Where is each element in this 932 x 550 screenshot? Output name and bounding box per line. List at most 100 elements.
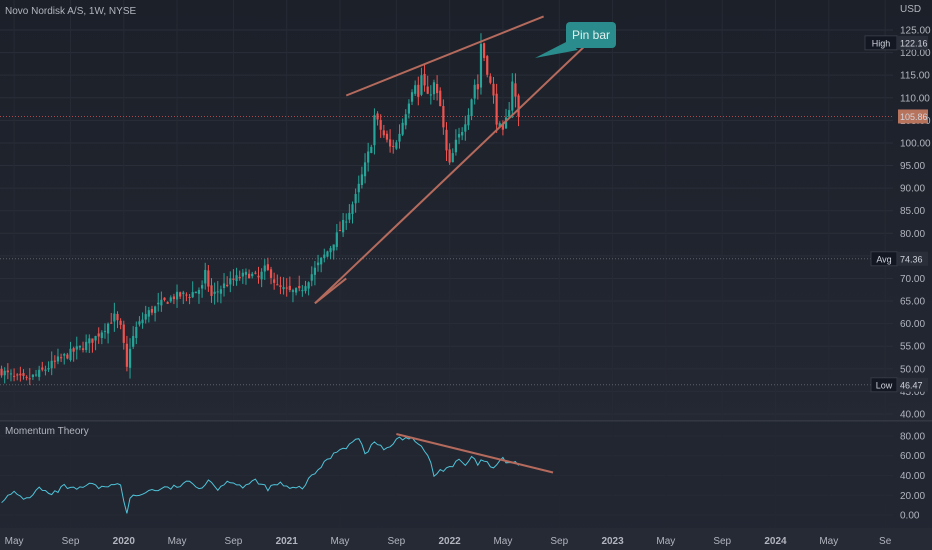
candle <box>508 102 511 118</box>
candle <box>160 291 163 312</box>
candle-body <box>363 162 367 177</box>
candle <box>354 188 357 213</box>
candle-body <box>436 83 439 94</box>
candle-body <box>41 367 44 370</box>
candle-body <box>398 133 401 142</box>
candle <box>285 278 288 297</box>
candle-body <box>379 120 382 130</box>
candle <box>53 355 56 369</box>
trendline <box>314 277 347 305</box>
last-price-badge-value: 105.86 <box>900 112 928 122</box>
candle-body <box>141 319 144 324</box>
candle-body <box>69 348 72 360</box>
price-tick-label: 95.00 <box>900 161 925 172</box>
candle <box>332 244 335 260</box>
candle <box>486 54 489 78</box>
candle-body <box>451 153 454 163</box>
candle-body <box>16 374 19 376</box>
momentum-line <box>1 436 519 514</box>
candle-body <box>44 369 47 371</box>
candle-body <box>445 129 448 151</box>
candle <box>385 130 389 143</box>
candle-body <box>119 320 122 325</box>
candle-body <box>316 262 320 266</box>
candle-body <box>138 321 141 325</box>
candle <box>313 261 316 286</box>
candle-body <box>517 95 520 117</box>
candle <box>479 33 483 95</box>
candle-body <box>172 296 175 300</box>
candle <box>244 268 248 285</box>
candle-body <box>439 90 442 107</box>
candle-body <box>276 284 279 286</box>
candle-body <box>6 370 9 373</box>
candle <box>320 257 323 273</box>
indicator-tick-label: 40.00 <box>900 471 925 482</box>
candle-body <box>467 114 470 126</box>
candle <box>483 42 486 62</box>
candle <box>113 302 116 332</box>
candle-body <box>132 336 135 347</box>
candle-body <box>144 314 147 320</box>
low-badge-label: Low <box>876 380 893 390</box>
candle-body <box>498 123 501 127</box>
candle-body <box>414 85 417 94</box>
candle <box>342 213 345 237</box>
candle <box>150 305 154 316</box>
pin-bar-callout[interactable]: Pin bar <box>535 22 616 58</box>
candle-body <box>407 103 410 114</box>
candle <box>473 79 476 105</box>
candle <box>38 365 41 381</box>
candle-body <box>476 84 479 90</box>
candle <box>81 341 85 353</box>
candle <box>128 338 132 379</box>
candle-body <box>179 292 182 297</box>
candle-body <box>392 145 395 147</box>
candle <box>442 99 445 135</box>
candle-body <box>28 378 31 380</box>
candle <box>511 73 514 118</box>
candle <box>169 295 172 303</box>
candle <box>66 352 69 360</box>
level-lines <box>0 115 893 386</box>
candle-body <box>204 269 207 284</box>
candle-body <box>3 370 6 376</box>
price-tick-label: 60.00 <box>900 319 925 330</box>
candle <box>367 142 370 172</box>
candle <box>56 348 60 365</box>
candle-body <box>489 76 492 83</box>
candle-body <box>25 376 28 378</box>
candle-body <box>382 130 385 136</box>
candle-body <box>91 338 94 343</box>
candle <box>410 89 414 106</box>
last-price-badge: 105.86 <box>898 109 928 124</box>
candle <box>373 108 376 155</box>
candle <box>172 293 175 305</box>
candle <box>210 278 213 303</box>
candle <box>222 273 226 297</box>
candle-body <box>269 269 273 278</box>
indicator-tick-label: 80.00 <box>900 431 925 442</box>
candle-body <box>222 283 226 289</box>
candle-body <box>160 299 163 306</box>
candle-body <box>301 290 304 292</box>
candle-body <box>63 354 66 356</box>
candle <box>241 269 244 284</box>
candle-body <box>260 271 263 280</box>
candle <box>448 143 451 165</box>
candle <box>273 272 276 290</box>
candle-body <box>307 282 310 289</box>
candle-body <box>448 149 451 163</box>
candle-body <box>404 114 407 126</box>
candle <box>266 257 269 272</box>
candle-body <box>354 193 357 204</box>
grid <box>0 29 932 516</box>
candle <box>401 118 404 137</box>
candle-body <box>313 267 316 275</box>
candle-body <box>376 113 379 120</box>
time-tick-label: May <box>656 536 675 547</box>
candle <box>423 64 426 92</box>
candle <box>495 83 498 133</box>
